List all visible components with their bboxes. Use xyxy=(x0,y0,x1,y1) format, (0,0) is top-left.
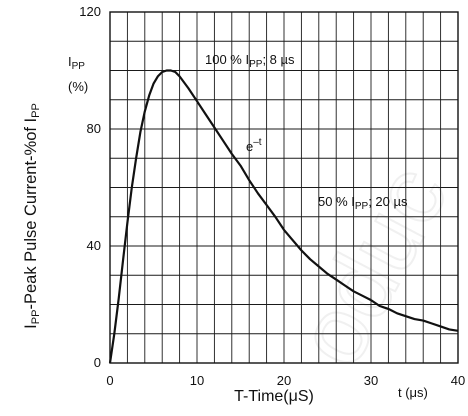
tick-labels: 0 10 20 30 40 0 40 80 120 xyxy=(79,4,465,388)
annotation-decay: e–t xyxy=(246,137,262,154)
x-tick-label: 20 xyxy=(277,373,291,388)
x-unit-label: t (μs) xyxy=(398,385,428,400)
y-unit-percent: (%) xyxy=(68,79,88,94)
y-tick-label: 80 xyxy=(87,121,101,136)
watermark-layer: oduc xyxy=(275,148,468,384)
x-tick-label: 10 xyxy=(190,373,204,388)
x-axis-label: T-Time(μS) xyxy=(234,388,314,405)
watermark-text: oduc xyxy=(276,149,468,383)
x-tick-label: 30 xyxy=(364,373,378,388)
y-axis-label: IPP-Peak Pulse Current-%of IPP xyxy=(22,103,42,329)
annotation-half: 50 % IPP; 20 µs xyxy=(318,194,408,212)
pulse-curve xyxy=(108,69,459,364)
grid xyxy=(110,12,458,363)
y-unit-label: IPP xyxy=(68,54,85,72)
y-tick-label: 0 xyxy=(94,355,101,370)
y-tick-label: 40 xyxy=(87,238,101,253)
x-tick-label: 40 xyxy=(451,373,465,388)
plot-frame xyxy=(109,11,459,364)
annotation-peak: 100 % IPP; 8 µs xyxy=(205,52,295,70)
y-tick-label: 120 xyxy=(79,4,101,19)
x-tick-label: 0 xyxy=(106,373,113,388)
